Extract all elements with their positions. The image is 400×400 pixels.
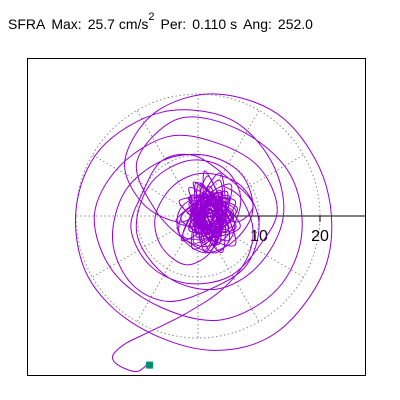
station-name: SFRA: [8, 16, 46, 32]
max-value-group: 25.7 cm/s 2: [87, 11, 155, 32]
plot-frame: [27, 58, 366, 376]
motion-trace: [75, 93, 333, 373]
max-label: Max:: [51, 16, 82, 32]
max-value: 25.7 cm/s: [87, 16, 149, 32]
max-point-marker: [146, 361, 154, 369]
trace-tail: [111, 185, 254, 373]
trace-main: [75, 93, 333, 351]
max-exponent: 2: [148, 11, 155, 23]
max-marker: [146, 361, 154, 369]
ang-label: Ang:: [243, 16, 272, 32]
per-value: 0.110 s: [192, 16, 238, 32]
tick-label-20: 20: [311, 228, 329, 245]
grid-spoke-210: [92, 215, 199, 278]
trace-core: [175, 170, 241, 253]
grid-spoke-150: [92, 154, 199, 217]
per-label: Per:: [160, 16, 187, 32]
header-bar: SFRA Max: 25.7 cm/s 2 Per: 0.110 s Ang: 2…: [8, 11, 313, 38]
grid-spoke-240: [136, 215, 199, 322]
ang-value: 252.0: [277, 16, 313, 32]
